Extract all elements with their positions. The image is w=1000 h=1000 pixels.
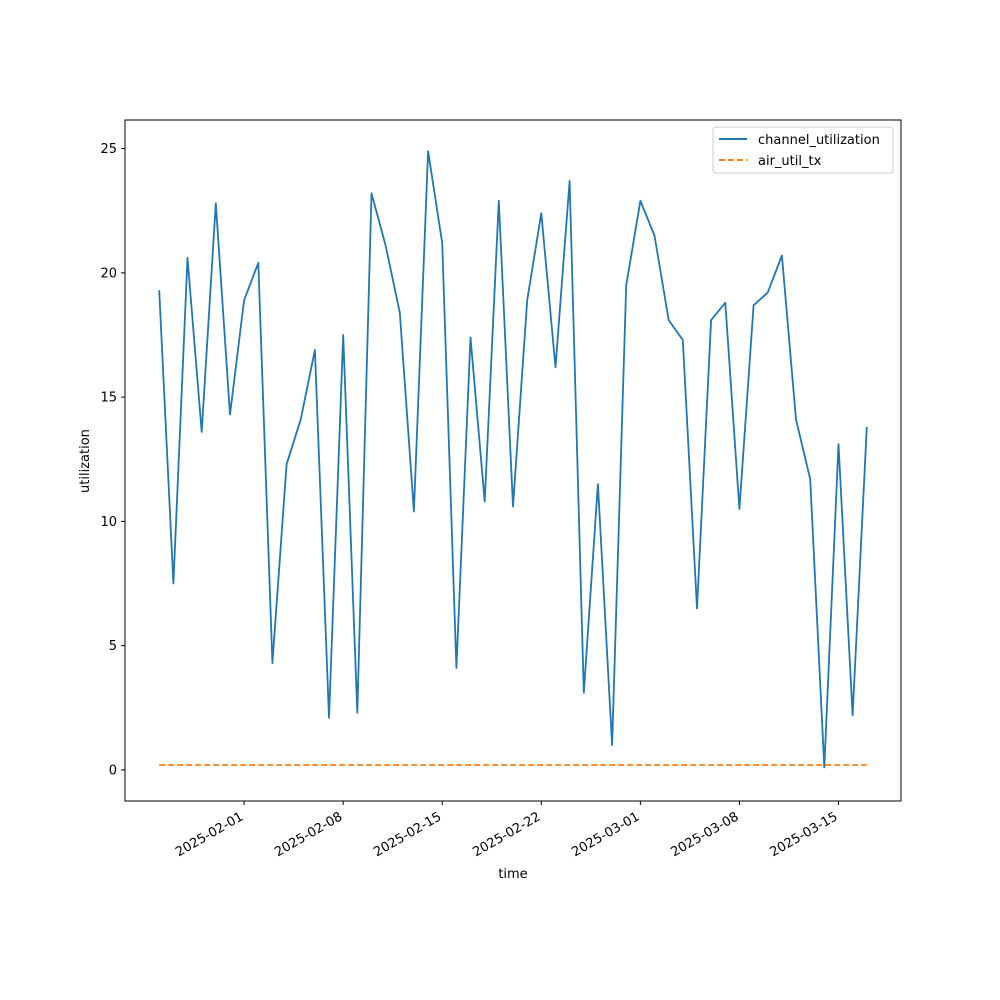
- y-tick-label: 5: [109, 639, 117, 654]
- x-tick-label: 2025-03-01: [569, 809, 642, 860]
- y-axis-ticks: 0 5 10 15 20 25: [100, 142, 125, 778]
- x-tick-label: 2025-02-01: [173, 809, 246, 860]
- x-axis-ticks: 2025-02-01 2025-02-08 2025-02-15 2025-02-22…: [173, 801, 840, 860]
- series-layer: [158, 150, 868, 769]
- x-tick-label: 2025-02-15: [371, 809, 444, 860]
- x-tick-label: 2025-02-22: [470, 809, 543, 860]
- legend-label-air-util-tx: air_util_tx: [758, 154, 822, 169]
- series-line-channel-utilization: [158, 150, 868, 769]
- legend: channel_utilization air_util_tx: [712, 126, 894, 174]
- x-tick-label: 2025-02-08: [272, 809, 345, 860]
- y-tick-label: 0: [109, 763, 117, 778]
- y-tick-label: 10: [100, 515, 117, 530]
- legend-box: [712, 126, 894, 174]
- y-tick-label: 20: [100, 266, 117, 281]
- y-axis-label: utilization: [78, 429, 93, 493]
- x-tick-label: 2025-03-08: [668, 809, 741, 860]
- x-tick-label: 2025-03-15: [768, 809, 841, 860]
- plot-area-frame: [124, 119, 902, 802]
- x-axis-label: time: [498, 867, 527, 882]
- y-tick-label: 15: [100, 391, 117, 406]
- y-tick-label: 25: [100, 142, 117, 157]
- legend-label-channel-utilization: channel_utilization: [758, 133, 880, 148]
